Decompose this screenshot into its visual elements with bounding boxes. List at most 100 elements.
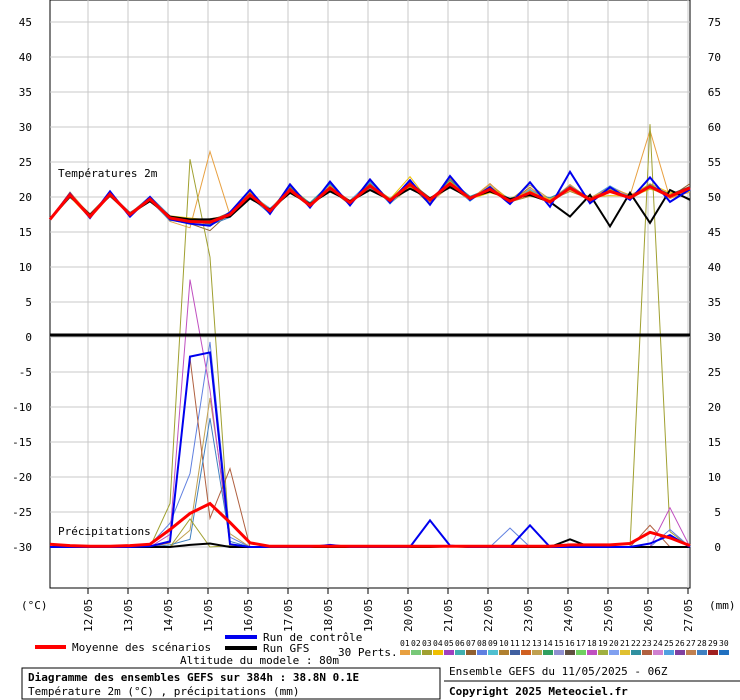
chart-title: Diagramme des ensembles GEFS sur 384h : … — [28, 671, 359, 684]
right-tick-label: 75 — [708, 16, 721, 29]
right-tick-label: 25 — [708, 366, 721, 379]
perturbation-swatch — [620, 650, 630, 655]
perturbation-number: 18 — [587, 639, 597, 648]
perturbation-number: 09 — [488, 639, 498, 648]
perturbation-swatch — [499, 650, 509, 655]
left-tick-label: 10 — [19, 261, 32, 274]
perturbation-number: 16 — [565, 639, 575, 648]
left-tick-label: 25 — [19, 156, 32, 169]
perturbation-swatch — [411, 650, 421, 655]
left-tick-label: -25 — [12, 506, 32, 519]
gfs-legend-label: Run GFS — [263, 642, 309, 655]
perturbation-number: 20 — [609, 639, 619, 648]
right-tick-label: 30 — [708, 331, 721, 344]
left-tick-label: -20 — [12, 471, 32, 484]
right-tick-label: 60 — [708, 121, 721, 134]
x-tick-label: 23/05 — [522, 599, 535, 632]
plot-area — [49, 0, 691, 589]
x-tick-label: 15/05 — [202, 599, 215, 632]
left-tick-label: 40 — [19, 51, 32, 64]
perturbation-number: 06 — [455, 639, 465, 648]
perturbation-swatch — [719, 650, 729, 655]
perturbation-number: 30 — [719, 639, 729, 648]
perturbation-swatch — [532, 650, 542, 655]
perturbation-number: 04 — [433, 639, 443, 648]
right-tick-label: 0 — [714, 541, 721, 554]
perturbation-swatch — [598, 650, 608, 655]
perturbation-swatch — [631, 650, 641, 655]
title-box — [21, 667, 441, 700]
left-tick-label: -10 — [12, 401, 32, 414]
left-tick-label: 0 — [25, 331, 32, 344]
x-tick-label: 19/05 — [362, 599, 375, 632]
left-tick-label: 15 — [19, 226, 32, 239]
perturbation-number: 21 — [620, 639, 630, 648]
perturbation-number: 23 — [642, 639, 652, 648]
right-tick-label: 5 — [714, 506, 721, 519]
perturbation-swatch — [653, 650, 663, 655]
altitude-label: Altitude du modele : 80m — [180, 654, 339, 667]
perturbation-number: 03 — [422, 639, 432, 648]
left-tick-label: 35 — [19, 86, 32, 99]
x-tick-label: 21/05 — [442, 599, 455, 632]
perturbation-number: 12 — [521, 639, 531, 648]
perturbation-number: 11 — [510, 639, 520, 648]
perturbation-swatch — [609, 650, 619, 655]
chart-subtitle: Température 2m (°C) , précipitations (mm… — [28, 685, 300, 698]
right-tick-label: 70 — [708, 51, 721, 64]
perturbation-swatch — [576, 650, 586, 655]
perts-label: 30 Perts. — [338, 646, 398, 659]
perturbation-number: 28 — [697, 639, 707, 648]
perturbation-swatch — [587, 650, 597, 655]
x-tick-label: 25/05 — [602, 599, 615, 632]
left-tick-label: -30 — [12, 541, 32, 554]
left-tick-label: 5 — [25, 296, 32, 309]
x-tick-label: 20/05 — [402, 599, 415, 632]
perturbation-swatch — [422, 650, 432, 655]
perturbation-number: 26 — [675, 639, 685, 648]
perturbation-number: 29 — [708, 639, 718, 648]
left-tick-label: 45 — [19, 16, 32, 29]
perturbation-number: 15 — [554, 639, 564, 648]
perturbation-swatch — [697, 650, 707, 655]
perturbation-legend: 01 02 03 04 05 06 07 08 09 10 11 12 13 14 15 16 17 18 19 20… — [400, 639, 729, 655]
perturbation-swatch — [488, 650, 498, 655]
perturbation-swatch — [686, 650, 696, 655]
gridlines — [50, 0, 690, 588]
perturbation-number: 08 — [477, 639, 487, 648]
control-legend-label: Run de contrôle — [263, 631, 362, 644]
x-tick-label: 27/05 — [682, 599, 695, 632]
perturbation-swatch — [642, 650, 652, 655]
perturbation-number: 02 — [411, 639, 421, 648]
perturbation-swatch — [455, 650, 465, 655]
x-tick-label: 22/05 — [482, 599, 495, 632]
left-tick-label: -15 — [12, 436, 32, 449]
perturbation-number: 05 — [444, 639, 454, 648]
right-tick-label: 40 — [708, 261, 721, 274]
right-axis-unit: (mm) — [709, 599, 736, 612]
perturbation-number: 25 — [664, 639, 674, 648]
left-tick-label: 20 — [19, 191, 32, 204]
main-series-lines — [48, 169, 691, 548]
perturbation-number: 24 — [653, 639, 663, 648]
perturbation-swatch — [521, 650, 531, 655]
perturbation-number: 22 — [631, 639, 641, 648]
right-tick-label: 45 — [708, 226, 721, 239]
x-tick-label: 24/05 — [562, 599, 575, 632]
mean-precipitation-line — [49, 501, 691, 548]
x-tick-label: 16/05 — [242, 599, 255, 632]
run-info: Ensemble GEFS du 11/05/2025 - 06Z — [449, 665, 668, 678]
perturbation-number: 13 — [532, 639, 542, 648]
right-tick-label: 20 — [708, 401, 721, 414]
right-tick-label: 10 — [708, 471, 721, 484]
left-tick-label: 30 — [19, 121, 32, 134]
right-tick-label: 65 — [708, 86, 721, 99]
left-axis: 45 40 35 30 25 20 15 10 5 0 -5 -10 -15 -20 -25 -30 — [12, 16, 32, 554]
x-tick-label: 14/05 — [162, 599, 175, 632]
perturbation-swatch — [675, 650, 685, 655]
mean-legend-label: Moyenne des scénarios — [72, 641, 211, 654]
perturbation-swatch — [466, 650, 476, 655]
perturbation-number: 07 — [466, 639, 476, 648]
